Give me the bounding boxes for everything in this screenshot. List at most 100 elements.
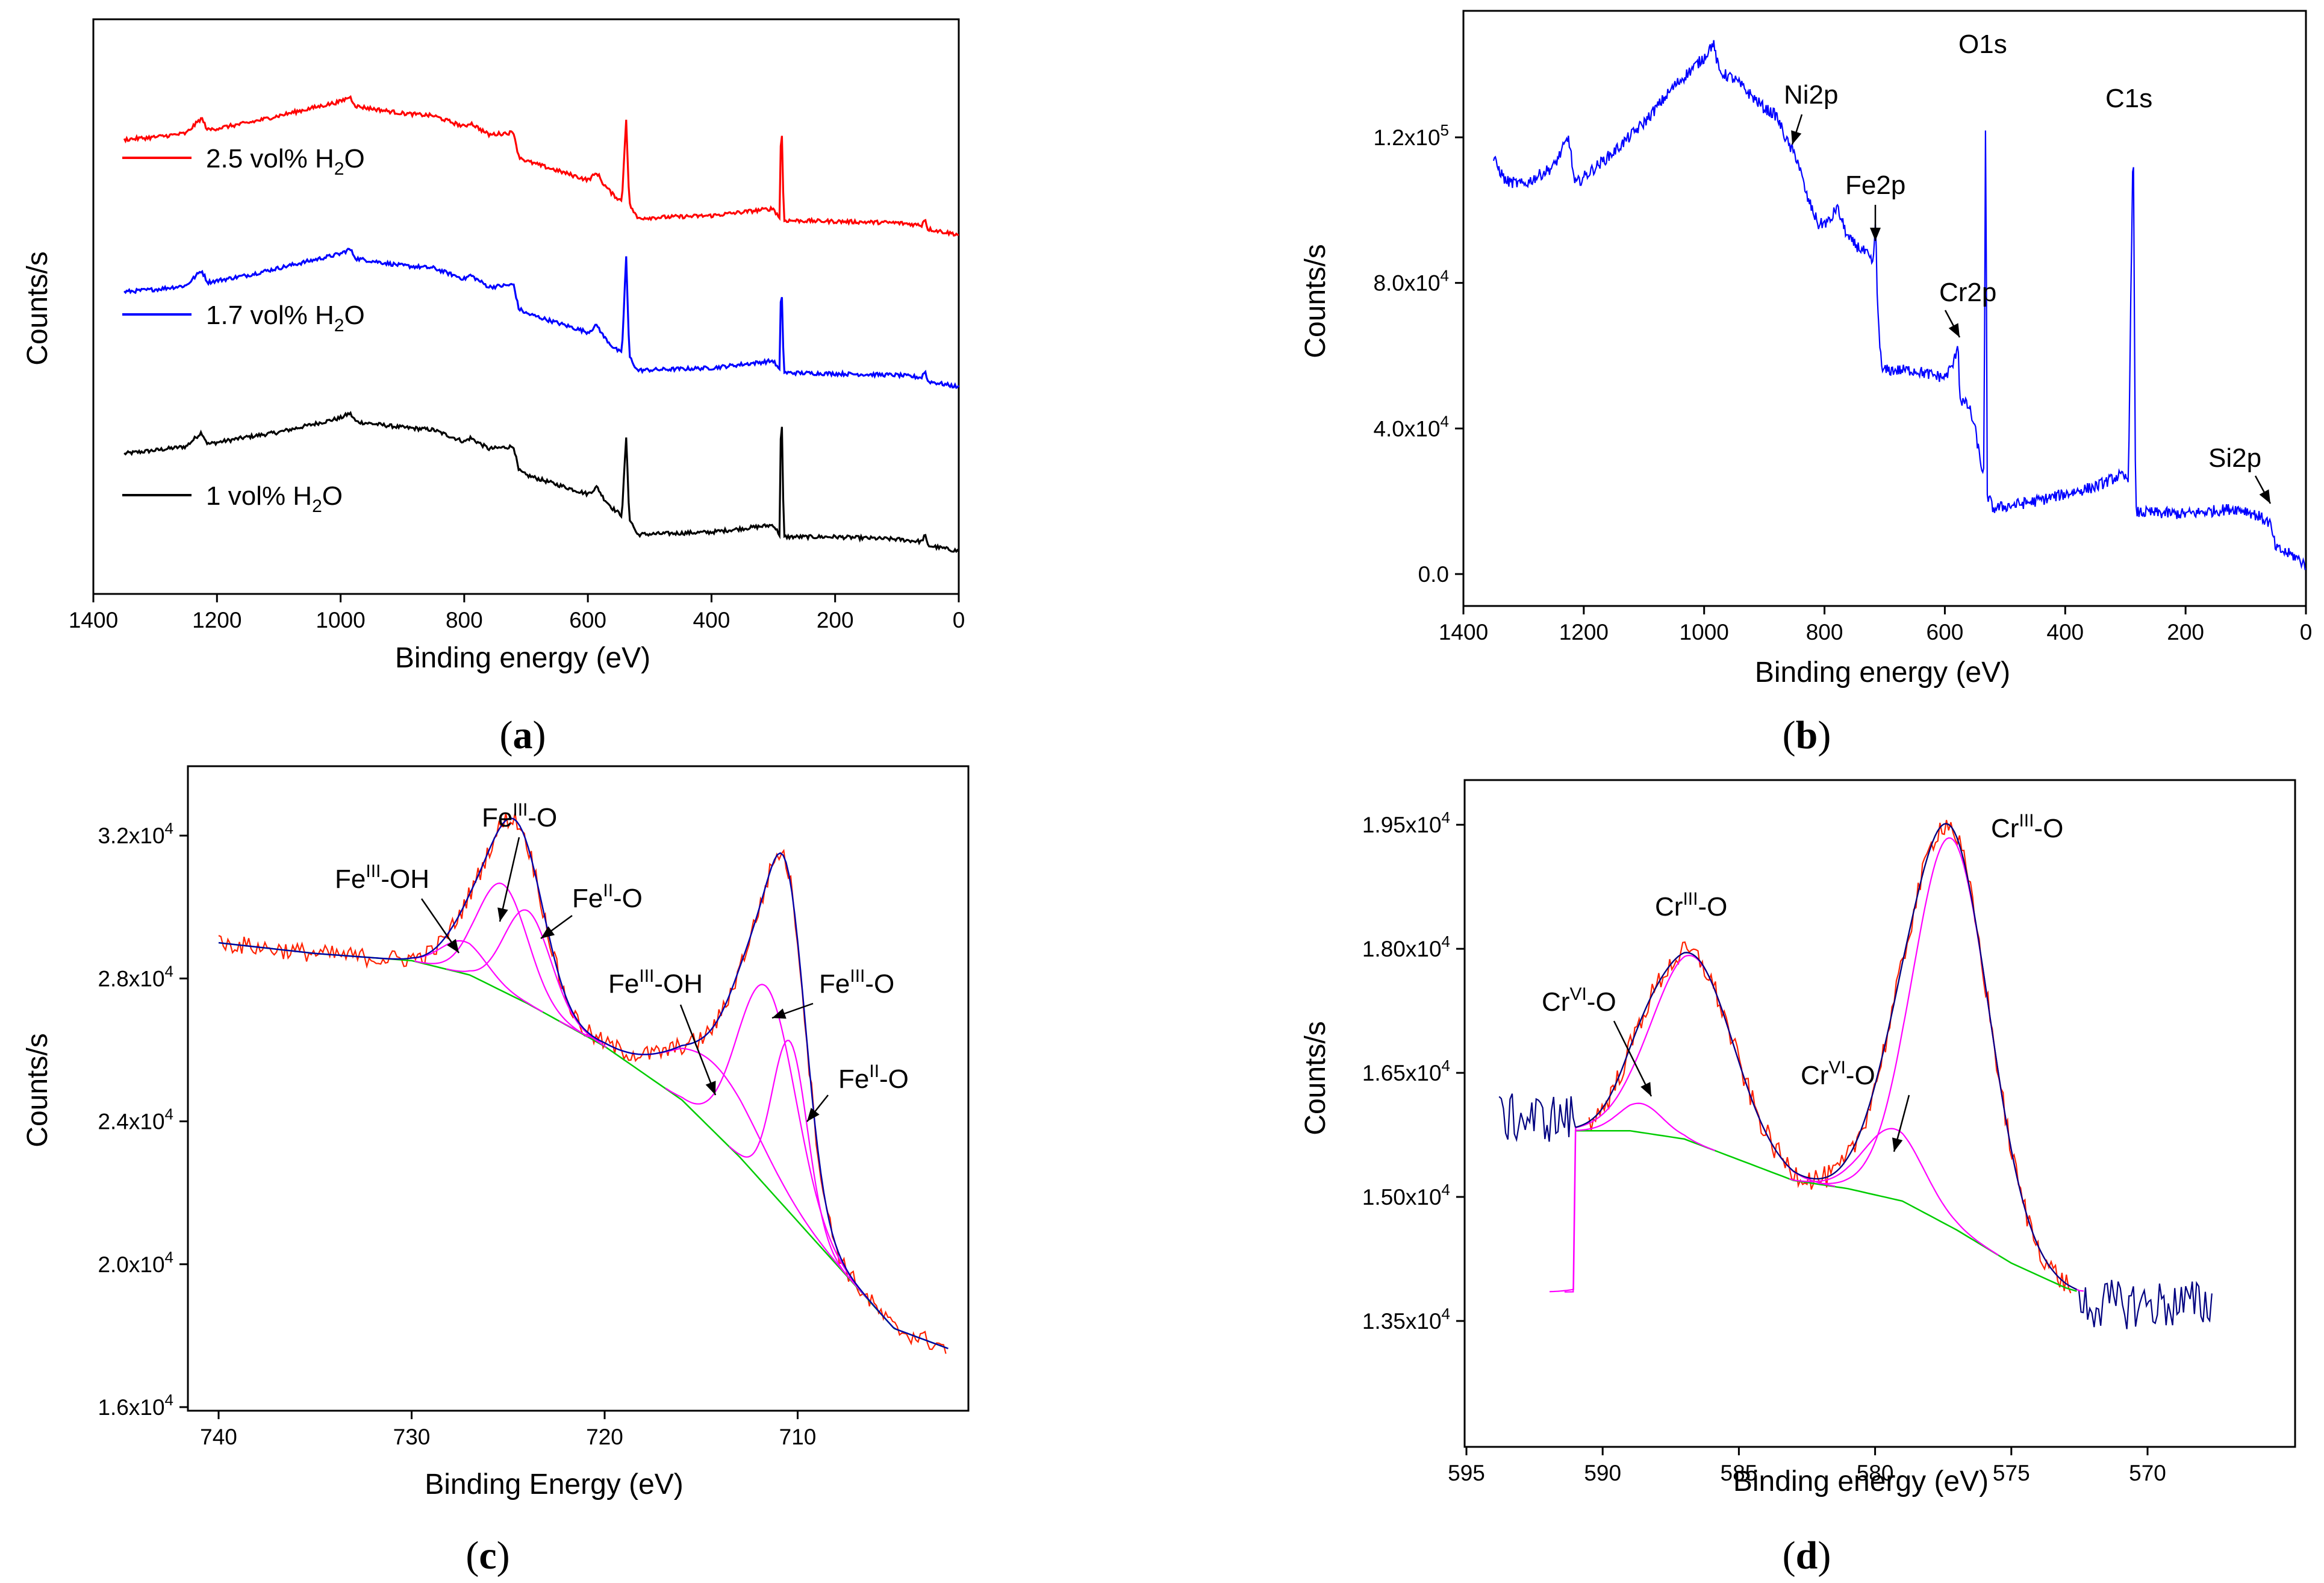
y-tick-label-b-0-base: 0.0 — [1418, 562, 1449, 587]
y-tick-label-b-2-exp: 4 — [1441, 267, 1449, 285]
panel-label-d: (d) — [1783, 1534, 1831, 1578]
panel-c: 740 730 720 710 1.6x1042.0x1042.4x1042.8x10… — [22, 765, 970, 1578]
legend-label-a-2-main: 2.5 vol% H — [206, 144, 334, 173]
y-tick-label-d-4-exp: 4 — [1442, 808, 1450, 826]
y-axis-label-b: Counts/s — [1300, 244, 1332, 358]
peak-label-c3-tail: -O — [613, 884, 643, 913]
x-axis-b: 1400 1200 1000 800 600 400 200 0 — [1439, 606, 2312, 645]
y-tick-label-b-1: 4.0x104 — [1373, 412, 1449, 441]
peak-label-d4-tail: -O — [2034, 814, 2063, 843]
series-group-b — [1492, 40, 2307, 570]
peak-label-c6-base: Fe — [838, 1064, 869, 1094]
x-tick-label-a-2: 1000 — [316, 608, 365, 632]
peak-arrow-d3-head — [1892, 1137, 1903, 1152]
peak-label-d2-sup: III — [1683, 889, 1698, 909]
peak-arrow-fe2p-head — [1870, 228, 1881, 241]
x-tick-label-c-1: 730 — [393, 1425, 431, 1449]
peak-label-d3-sup: VI — [1828, 1058, 1845, 1078]
peak-label-c2-base: Fe — [482, 803, 512, 832]
legend-label-a-1-sub: 2 — [334, 316, 344, 336]
y-tick-label-b-0: 0.0 — [1418, 562, 1449, 587]
component-peak-c-4 — [665, 984, 867, 1297]
panel-label-b: (b) — [1783, 713, 1831, 757]
y-tick-label-c-3-base: 2.8x10 — [98, 966, 164, 991]
legend-label-a-2-tail: O — [344, 144, 364, 173]
component-peak-d-2 — [1789, 1128, 1999, 1256]
legend-label-a-0-main: 1 vol% H — [206, 481, 312, 511]
x-tick-label-b-1: 1200 — [1559, 620, 1609, 645]
peak-label-d3-tail: -O — [1846, 1061, 1875, 1090]
peak-arrow-c3-head — [541, 926, 555, 938]
x-tick-label-d-5: 570 — [2129, 1461, 2166, 1485]
x-tick-label-c-0: 740 — [200, 1425, 237, 1449]
x-axis-c: 740 730 720 710 — [200, 1411, 816, 1449]
peak-arrow-c2-shaft — [499, 837, 520, 922]
y-tick-label-c-4-base: 3.2x10 — [98, 823, 164, 848]
plot-frame-d — [1463, 779, 2296, 1448]
peak-label-c6: FeII-O — [838, 1061, 909, 1094]
peak-label-d1: CrVI-O — [1542, 984, 1616, 1017]
y-tick-label-d-1: 1.50x104 — [1362, 1181, 1450, 1210]
x-axis-a: 1400 1200 1000 800 600 400 200 0 — [69, 594, 965, 632]
y-tick-label-d-1-exp: 4 — [1442, 1181, 1450, 1199]
x-tick-label-b-4: 600 — [1927, 620, 1964, 645]
peak-arrow-si2p-head — [2259, 489, 2270, 504]
legend-label-a-1-tail: O — [344, 301, 364, 330]
panel-label-a: (a) — [500, 713, 546, 757]
y-tick-label-c-2-base: 2.4x10 — [98, 1110, 164, 1134]
peak-label-fe2p: Fe2p — [1845, 170, 1905, 200]
y-tick-label-c-1: 2.0x104 — [98, 1248, 173, 1277]
x-tick-label-d-2: 585 — [1721, 1461, 1758, 1485]
x-tick-label-d-3: 580 — [1857, 1461, 1894, 1485]
legend-label-a-1: 1.7 vol% H2O — [206, 301, 365, 336]
peak-label-c5: FeIII-O — [819, 966, 894, 999]
peak-arrow-cr2p-head — [1948, 323, 1960, 337]
series-c-fit-envelope — [218, 817, 949, 1349]
series-d-fit-smooth — [1575, 823, 2077, 1290]
peak-label-cr2p: Cr2p — [1939, 278, 1996, 307]
series-a-2 — [123, 95, 959, 237]
peak-arrow-c1-head — [447, 938, 459, 953]
series-group-c — [218, 813, 949, 1354]
y-tick-label-c-4: 3.2x104 — [98, 819, 173, 848]
y-tick-label-d-3-exp: 4 — [1442, 932, 1450, 951]
peak-arrow-c5-head — [772, 1008, 787, 1019]
y-axis-label-c: Counts/s — [22, 1033, 54, 1147]
peak-arrow-d1-head — [1640, 1082, 1651, 1096]
x-axis-label-a: Binding energy (eV) — [395, 642, 650, 674]
peak-label-c6-sup: II — [869, 1061, 879, 1081]
series-a-0 — [123, 411, 960, 554]
peak-arrow-c2-head — [497, 907, 508, 922]
y-axis-label-a: Counts/s — [22, 251, 54, 365]
peak-label-c5-base: Fe — [819, 969, 850, 999]
legend-label-a-2: 2.5 vol% H2O — [206, 144, 365, 179]
y-tick-label-c-0-exp: 4 — [165, 1391, 173, 1409]
x-axis-label-b: Binding energy (eV) — [1755, 657, 2010, 688]
plot-frame-b — [1462, 10, 2307, 607]
peak-label-o1s: O1s — [1958, 30, 2007, 59]
panel-a: 1400 1200 1000 800 600 400 200 0 Binding energy… — [22, 18, 965, 757]
x-tick-label-b-0: 1400 — [1439, 620, 1488, 645]
peak-label-c6-tail: -O — [879, 1064, 909, 1094]
y-tick-label-c-0-base: 1.6x10 — [98, 1395, 164, 1420]
peak-label-c1: FeIII-OH — [335, 861, 429, 894]
y-tick-label-d-0-base: 1.35x10 — [1362, 1309, 1442, 1334]
peak-annotations-b: Ni2p Fe2p Cr2p O1s C1s Si2p — [1784, 30, 2272, 504]
y-tick-label-d-1-base: 1.50x10 — [1362, 1185, 1442, 1210]
x-tick-label-b-3: 800 — [1806, 620, 1843, 645]
x-axis-label-c: Binding Energy (eV) — [425, 1469, 684, 1500]
x-tick-label-b-2: 1000 — [1680, 620, 1729, 645]
peak-label-c3: FeII-O — [572, 881, 643, 913]
x-tick-label-a-3: 800 — [446, 608, 483, 632]
y-tick-label-d-0: 1.35x104 — [1362, 1305, 1450, 1334]
panel-label-c: (c) — [466, 1534, 509, 1578]
peak-label-ni2p: Ni2p — [1784, 80, 1839, 110]
peak-arrow-c4-head — [705, 1081, 716, 1095]
y-tick-label-b-1-exp: 4 — [1441, 412, 1449, 430]
x-tick-label-a-6: 200 — [817, 608, 854, 632]
x-tick-label-c-2: 720 — [586, 1425, 623, 1449]
